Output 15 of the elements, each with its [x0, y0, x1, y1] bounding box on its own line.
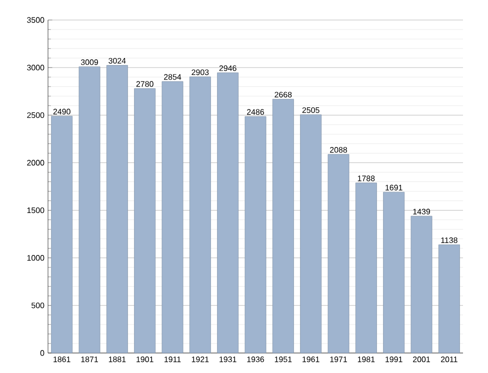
bar: [383, 192, 405, 354]
bar: [51, 116, 73, 354]
bar: [438, 244, 460, 354]
bar: [162, 81, 184, 354]
bar: [189, 76, 211, 354]
bar: [300, 114, 322, 354]
bar: [134, 88, 156, 354]
bar: [355, 182, 377, 354]
bar: [78, 66, 100, 354]
bar: [328, 154, 350, 354]
bar: [410, 216, 432, 354]
bar: [244, 116, 266, 354]
bar: [272, 98, 294, 354]
bar: [106, 65, 128, 354]
bar: [217, 72, 239, 354]
